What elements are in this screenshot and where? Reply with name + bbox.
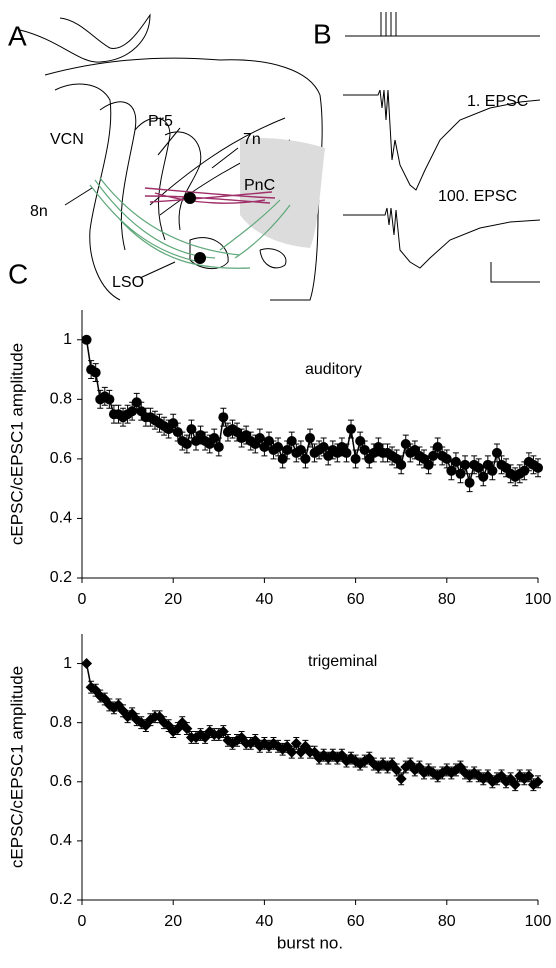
x-tick-label: 60	[347, 913, 365, 930]
marker	[532, 776, 544, 788]
marker	[273, 441, 284, 452]
marker	[213, 441, 224, 452]
brainstem-schematic	[19, 13, 325, 301]
marker	[295, 444, 306, 455]
diagram-label: 8n	[30, 203, 48, 220]
marker	[428, 450, 439, 461]
marker	[533, 462, 543, 473]
marker	[218, 412, 229, 423]
marker	[464, 477, 475, 488]
series-line	[85, 663, 539, 787]
marker	[473, 462, 484, 473]
marker	[441, 453, 452, 464]
marker	[81, 658, 93, 670]
marker	[172, 427, 183, 438]
diagram-label: LSO	[112, 274, 144, 291]
marker	[355, 436, 366, 447]
marker	[396, 459, 407, 470]
diagram-label: 7n	[243, 131, 261, 148]
marker	[263, 436, 274, 447]
x-tick-label: 60	[347, 591, 365, 608]
y-tick-label: 0.2	[50, 569, 72, 586]
panel-label: B	[313, 18, 332, 49]
marker	[359, 444, 370, 455]
panel-label: C	[8, 258, 28, 289]
marker	[460, 459, 471, 470]
y-tick-label: 1	[63, 655, 72, 672]
marker	[455, 468, 466, 479]
x-axis-label: burst no.	[277, 933, 343, 952]
marker	[346, 424, 357, 435]
marker	[450, 456, 461, 467]
diagram-label: VCN	[50, 131, 84, 148]
y-tick-label: 0.2	[50, 891, 72, 908]
annotation: trigeminal	[308, 653, 377, 670]
marker	[350, 453, 361, 464]
marker	[181, 439, 192, 449]
marker	[282, 444, 293, 455]
y-tick-label: 0.4	[50, 510, 72, 527]
marker	[318, 441, 329, 452]
diagram-label: PnC	[244, 177, 275, 194]
trace-label: 1. EPSC	[467, 93, 528, 110]
y-tick-label: 0.4	[50, 832, 72, 849]
marker	[131, 397, 142, 408]
marker	[400, 439, 411, 449]
marker	[446, 465, 457, 476]
marker	[168, 418, 179, 429]
x-tick-label: 100	[525, 913, 552, 930]
x-tick-label: 20	[164, 913, 182, 930]
marker	[395, 773, 407, 785]
diagram-label: Pr5	[148, 113, 173, 130]
marker	[290, 737, 302, 749]
marker	[122, 711, 134, 723]
y-axis-label: cEPSC/cEPSC1 amplitude	[7, 666, 26, 868]
marker	[127, 406, 138, 417]
marker	[81, 334, 92, 345]
panel-label: A	[8, 20, 27, 51]
x-tick-label: 80	[438, 913, 456, 930]
marker	[305, 433, 315, 444]
y-tick-label: 0.8	[50, 714, 72, 731]
annotation: auditory	[305, 361, 362, 378]
marker	[341, 447, 352, 458]
marker	[90, 367, 101, 378]
marker	[104, 394, 115, 405]
marker	[209, 433, 220, 444]
x-tick-label: 20	[164, 591, 182, 608]
marker	[423, 459, 434, 470]
marker	[254, 433, 265, 444]
x-tick-label: 100	[525, 591, 552, 608]
x-tick-label: 40	[256, 913, 274, 930]
trace-label: 100. EPSC	[438, 188, 517, 205]
marker	[300, 453, 311, 464]
y-tick-label: 1	[63, 331, 72, 348]
marker	[432, 441, 443, 452]
marker	[487, 465, 498, 476]
marker	[519, 465, 530, 476]
y-tick-label: 0.8	[50, 391, 72, 408]
marker	[286, 436, 297, 447]
marker	[277, 453, 288, 464]
y-tick-label: 0.6	[50, 773, 72, 790]
x-tick-label: 80	[438, 591, 456, 608]
x-tick-label: 0	[78, 591, 87, 608]
epsc-traces	[343, 12, 541, 283]
marker	[478, 471, 489, 482]
x-tick-label: 0	[78, 913, 87, 930]
marker	[491, 447, 502, 458]
marker	[186, 424, 197, 435]
y-axis-label: cEPSC/cEPSC1 amplitude	[7, 343, 26, 545]
y-tick-label: 0.6	[50, 450, 72, 467]
x-tick-label: 40	[256, 591, 274, 608]
